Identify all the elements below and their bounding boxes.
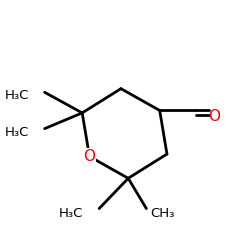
Text: O: O	[208, 109, 220, 124]
Text: CH₃: CH₃	[150, 207, 174, 220]
Text: H₃C: H₃C	[59, 207, 84, 220]
Text: H₃C: H₃C	[4, 126, 29, 139]
Text: H₃C: H₃C	[4, 90, 29, 102]
Text: O: O	[84, 149, 96, 164]
